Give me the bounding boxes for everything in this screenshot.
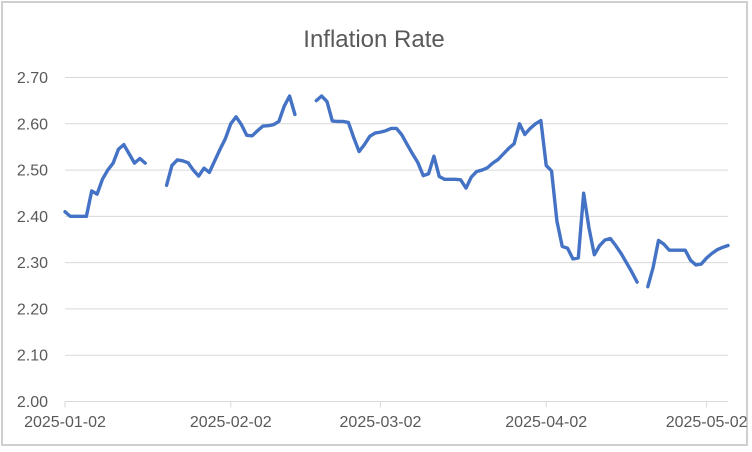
x-axis-group	[64, 401, 728, 408]
chart-border	[1, 1, 748, 446]
inflation-rate-line	[63, 94, 730, 289]
y-axis-tick-label: 2.70	[17, 70, 48, 87]
chart-title: Inflation Rate	[303, 26, 444, 53]
y-axis-tick-label: 2.10	[17, 348, 48, 365]
y-axis-tick-label: 2.40	[17, 209, 48, 226]
gridlines-group	[65, 77, 728, 402]
x-axis-tick-label: 2025-01-02	[24, 414, 106, 431]
y-axis-tick-label: 2.50	[17, 163, 48, 180]
x-axis-tick-label: 2025-03-02	[340, 414, 422, 431]
x-axis-tick-label: 2025-02-02	[190, 414, 272, 431]
y-axis-tick-label: 2.30	[17, 255, 48, 272]
y-axis-tick-label: 2.60	[17, 116, 48, 133]
y-axis-tick-label: 2.20	[17, 301, 48, 318]
line-series-group	[63, 94, 730, 289]
x-axis-tick-label: 2025-05-02	[666, 414, 748, 431]
y-axis-tick-label: 2.00	[17, 394, 48, 411]
x-axis-labels-group: 2025-01-02 2025-02-02 2025-03-02 2025-04-02…	[24, 414, 748, 431]
y-axis-labels-group: 2.70 2.60 2.50 2.40 2.30 2.20 2.10 2.00	[17, 70, 48, 411]
x-axis-tick-label: 2025-04-02	[505, 414, 587, 431]
